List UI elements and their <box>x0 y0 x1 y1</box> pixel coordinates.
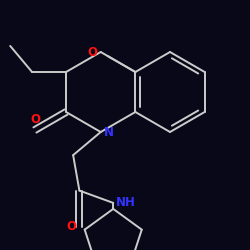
Text: O: O <box>30 113 40 126</box>
Text: O: O <box>66 220 76 233</box>
Text: N: N <box>104 126 114 138</box>
Text: NH: NH <box>116 196 136 209</box>
Text: O: O <box>88 46 98 59</box>
